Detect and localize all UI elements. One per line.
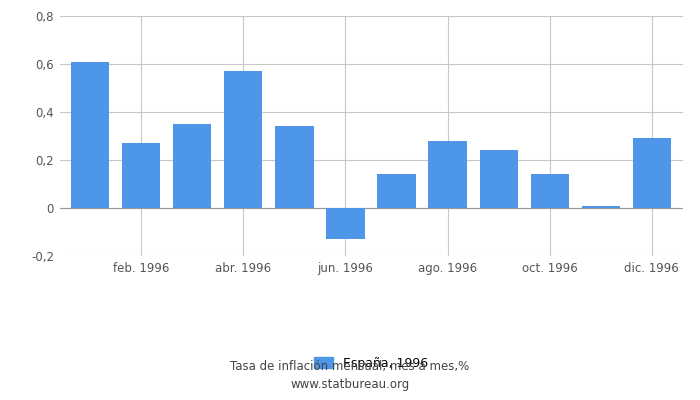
Text: Tasa de inflación mensual, mes a mes,%: Tasa de inflación mensual, mes a mes,% (230, 360, 470, 373)
Bar (582, 206, 620, 208)
Legend: España, 1996: España, 1996 (309, 352, 433, 374)
Bar (428, 141, 467, 208)
Bar (326, 208, 365, 239)
Bar (275, 126, 314, 208)
Bar (71, 62, 109, 208)
Bar (377, 174, 416, 208)
Bar (531, 174, 569, 208)
Bar (480, 150, 518, 208)
Text: www.statbureau.org: www.statbureau.org (290, 378, 410, 391)
Bar (633, 138, 671, 208)
Bar (122, 143, 160, 208)
Bar (173, 124, 211, 208)
Bar (224, 71, 262, 208)
